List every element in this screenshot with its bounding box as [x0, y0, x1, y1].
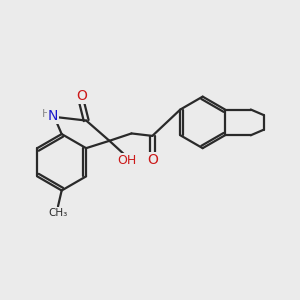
Text: N: N	[48, 109, 58, 123]
Text: H: H	[41, 110, 50, 119]
Text: O: O	[147, 153, 158, 167]
Text: CH₃: CH₃	[48, 208, 68, 218]
Text: OH: OH	[117, 154, 136, 167]
Text: O: O	[76, 89, 87, 103]
